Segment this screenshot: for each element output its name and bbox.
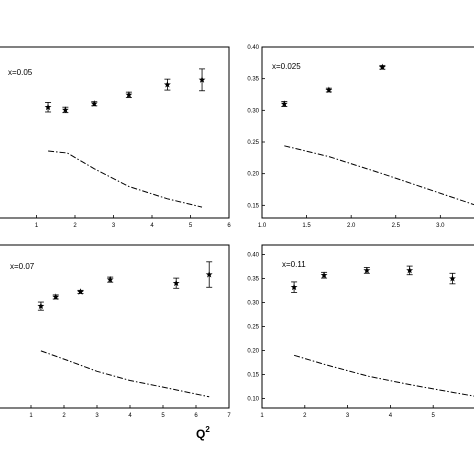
chart-panel-4: 1234560.100.150.200.250.300.350.40x=0.11 — [247, 244, 474, 419]
y-tick-label: 0.15 — [247, 203, 259, 209]
data-point-star — [106, 276, 114, 283]
data-point-star — [44, 103, 52, 111]
y-tick-label: 0.25 — [247, 140, 259, 146]
x-tick-label: 2.5 — [392, 223, 401, 229]
x-tick-label: 2 — [303, 413, 307, 419]
chart-panel-1: 0123456x=0.05 — [0, 46, 231, 229]
plot-frame — [261, 46, 474, 219]
x-tick-label: 6 — [227, 223, 231, 229]
x-tick-label: 3 — [112, 223, 116, 229]
panel-label: x=0.07 — [10, 262, 35, 271]
y-tick-label: 0.10 — [247, 396, 259, 402]
x-tick-label: 4 — [128, 413, 132, 419]
plot-frame — [0, 244, 230, 409]
y-tick-label: 0.35 — [247, 277, 259, 283]
data-point-star — [172, 279, 180, 287]
x-tick-label: 3.0 — [436, 223, 445, 229]
x-tick-label: 1 — [260, 413, 264, 419]
data-point-star — [61, 106, 69, 113]
chart-panel-3: 01234567x=0.07 — [0, 244, 231, 419]
y-tick-label: 0.30 — [247, 108, 259, 114]
x-tick-label: 4 — [389, 413, 393, 419]
data-point-star — [163, 81, 171, 88]
x-tick-label: 2 — [62, 413, 66, 419]
x-axis-title-superscript: 2 — [205, 425, 210, 434]
data-point-star — [406, 266, 414, 274]
data-point-star — [77, 288, 84, 295]
x-tick-label: 1 — [29, 413, 33, 419]
data-point-star — [52, 293, 60, 300]
y-tick-label: 0.40 — [247, 253, 259, 259]
theory-curve — [293, 354, 474, 397]
x-tick-label: 1.5 — [302, 223, 311, 229]
panel-series — [280, 63, 474, 206]
theory-curve — [48, 150, 203, 208]
x-axis-title: Q2 — [196, 425, 210, 441]
x-tick-label: 2 — [73, 223, 77, 229]
panel-label: x=0.025 — [272, 62, 301, 71]
data-point-star — [363, 266, 371, 274]
plot-frame — [0, 46, 230, 219]
panel-label: x=0.05 — [8, 68, 33, 77]
x-tick-label: 1 — [35, 223, 39, 229]
panel-series — [44, 68, 206, 208]
panel-series — [37, 261, 213, 398]
x-tick-label: 5 — [432, 413, 436, 419]
x-tick-label: 6 — [194, 413, 198, 419]
data-point-star — [125, 91, 133, 98]
data-point-star — [320, 271, 328, 279]
x-tick-label: 4 — [150, 223, 154, 229]
x-tick-label: 2.0 — [347, 223, 356, 229]
x-tick-label: 3 — [346, 413, 350, 419]
theory-curve — [284, 145, 474, 206]
y-tick-label: 0.40 — [247, 45, 259, 51]
data-point-star — [198, 76, 206, 83]
data-point-star — [378, 63, 386, 71]
data-point-star — [290, 283, 298, 291]
y-tick-label: 0.20 — [247, 348, 259, 354]
y-tick-label: 0.25 — [247, 325, 259, 331]
y-tick-label: 0.20 — [247, 172, 259, 178]
panel-series — [290, 265, 474, 397]
data-point-star — [325, 86, 333, 93]
y-tick-label: 0.30 — [247, 301, 259, 307]
data-point-star — [280, 100, 288, 107]
data-point-star — [205, 270, 213, 278]
x-axis-title-base: Q — [196, 427, 205, 441]
y-tick-label: 0.35 — [247, 77, 259, 83]
panel-label: x=0.11 — [282, 260, 306, 269]
theory-curve — [40, 350, 210, 398]
y-tick-label: 0.15 — [247, 372, 259, 378]
x-tick-label: 1.0 — [258, 223, 267, 229]
data-point-star — [90, 100, 98, 107]
x-tick-label: 7 — [227, 413, 231, 419]
x-tick-label: 5 — [189, 223, 193, 229]
data-point-star — [37, 302, 45, 310]
x-tick-label: 3 — [95, 413, 99, 419]
x-tick-label: 5 — [161, 413, 165, 419]
data-point-star — [449, 274, 456, 282]
chart-panel-2: 1.0 1.5 2.0 2.5 3.0 0.15 0.20 0.25 0.30 0.35 0.40 x… — [247, 45, 474, 229]
